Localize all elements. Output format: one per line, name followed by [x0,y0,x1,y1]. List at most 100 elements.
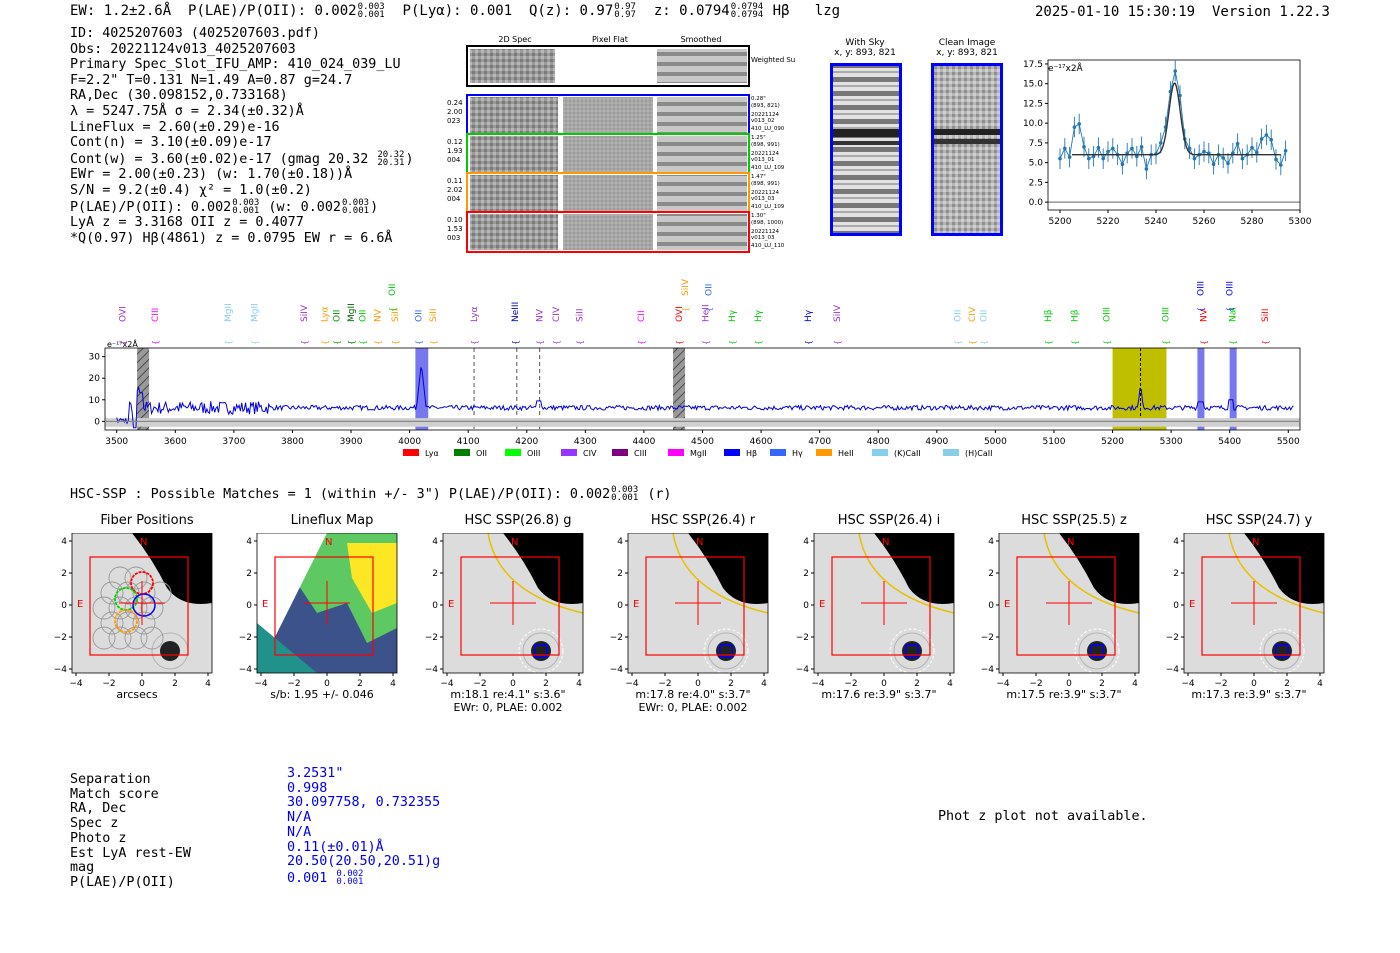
fit-data-point [1279,163,1283,167]
fit-data-point [1063,146,1067,151]
svg-text:{: { [1044,340,1053,345]
hsc-panel-image: N E 4 2 0 −2 −4−4 −2 0 2 4 [1166,533,1325,689]
timestamp: 2025-01-10 15:30:19 [1034,4,1196,20]
line-label-cii: CII { [637,310,647,345]
svg-text:004: 004 [447,195,461,203]
svg-text:NV: NV [373,308,383,322]
with-sky-panel: With Sky x, y: 893, 821 [820,38,910,58]
east-marker: E [1189,599,1195,610]
fit-xtick-label: 5260 [1193,217,1216,227]
x-tick-label: 0 [139,679,145,689]
svg-text:{: { [429,340,438,345]
hsc-panel-image: N E 4 2 0 −2 −4−4 −2 0 2 4 [796,533,955,689]
svg-text:{: { [470,340,479,345]
y-tick-label: −4 [610,665,624,675]
fit-ytick-label: 5.0 [1029,159,1044,169]
hsc-panel-image: N E 4 2 0 −2 −4−4 −2 0 2 4 [239,533,398,689]
spec-xtick-label: 5100 [1043,437,1066,447]
east-marker: E [262,599,268,610]
svg-text:1.47": 1.47" [751,174,766,180]
line-label-ovi: OVI { [675,306,685,345]
x-tick-label: −2 [1029,679,1042,689]
line-label-oii: OII { [414,310,424,345]
x-tick-label: 2 [543,679,549,689]
svg-text:{: { [1229,340,1238,345]
svg-text:SiIV: SiIV [681,278,691,296]
fit-data-point [1255,150,1259,155]
fit-xtick-label: 5300 [1289,217,1312,227]
svg-text:OII: OII [704,284,714,296]
legend-item: CIII [612,449,647,458]
col-title-2dspec: 2D Spec [498,35,531,44]
x-tick-label: −4 [996,679,1010,689]
y-tick-label: 4 [432,537,438,547]
fit-data-point [1139,145,1144,149]
value-mag: 20.50(20.50,20.51)g [287,854,441,870]
y-tick-label: 0 [61,601,67,611]
phot-z-message: Phot z plot not available. [938,809,1148,824]
svg-text:{: { [321,340,330,345]
fit-data-point [1130,146,1134,151]
fit-data-point [1235,141,1240,146]
hsc-panel-title: HSC SSP(25.5) z [1021,513,1127,528]
hsc-panel-caption-2: EWr: 0, PLAE: 0.002 [453,701,563,714]
svg-text:{: { [536,340,545,345]
full-spectrum-plot: 3500 3600 3700 3800 3900 4000 4100 4200 4300 4400… [89,278,1301,458]
z-value: z: 0.0794 [653,3,730,19]
svg-text:0.11: 0.11 [447,177,463,185]
line-label-hβ: Hβ { [1070,309,1080,345]
search-box [274,556,374,656]
hatched-band [137,348,150,430]
svg-text:CIV: CIV [552,306,562,322]
x-tick-label: 4 [947,679,953,689]
qz-value: Q(z): 0.97 [528,3,614,19]
y-tick-label: −4 [981,665,995,675]
line-label-siii: SiII { [1261,308,1271,345]
svg-text:{: { [728,340,737,345]
hsc-panel-title: HSC SSP(26.4) r [650,513,756,528]
top-line-label-oii: OII { [388,284,398,312]
x-tick-label: 4 [205,679,211,689]
svg-text:410_LU_110: 410_LU_110 [751,243,785,249]
legend-item: Lyα [403,449,439,458]
svg-text:Hγ: Hγ [792,449,803,458]
x-tick-label: −4 [1181,679,1195,689]
y-tick-label: 4 [617,537,623,547]
svg-text:{: { [391,340,400,345]
search-box [89,556,189,656]
flag-text: lzg [814,3,841,19]
y-tick-label: −4 [425,665,439,675]
x-tick-label: −2 [1214,679,1227,689]
hsc-panel-caption: m:17.3 re:3.9" s:3.7" [1191,688,1307,701]
svg-text:{: { [804,340,813,345]
svg-text:OIII: OIII [1196,281,1206,296]
svg-text:Lyα: Lyα [425,449,439,458]
svg-text:{: { [332,340,341,345]
label-spec-z: Spec z [70,816,119,832]
svg-text:MgII: MgII [690,449,707,458]
svg-text:OIII: OIII [527,449,540,458]
line-label-oii: OII { [980,310,990,345]
x-tick-label: 0 [324,679,330,689]
fit-xtick-label: 5200 [1049,217,1072,227]
fit-ytick-label: 10.0 [1023,119,1043,129]
line-label-oiii: OIII { [1161,307,1171,345]
svg-text:NeIII: NeIII [511,302,521,322]
svg-text:{: { [224,340,233,345]
fit-data-point [1192,156,1197,161]
clean-image [931,63,1003,236]
y-tick-label: 0 [246,601,252,611]
timestamp-version: 2025-01-10 15:30:19 Version 1.22.3 [1035,4,1330,20]
header-summary: EW: 1.2±2.6Å P(LAE)/P(OII): 0.002 0.003 0.… [70,2,841,20]
svg-text:(898, 1000): (898, 1000) [751,220,783,226]
x-tick-label: −4 [811,679,825,689]
y-tick-label: 4 [803,537,809,547]
legend-item: MgII [668,449,707,458]
blue-band [1197,348,1205,430]
label-radec: RA, Dec [70,801,127,817]
line-label-oii: OII { [332,310,342,345]
y-tick-label: 2 [246,569,252,579]
line-label-oii: OII { [953,310,963,345]
spec-xtick-label: 5400 [1218,437,1241,447]
top-line-label-oii: OII { [704,284,714,312]
